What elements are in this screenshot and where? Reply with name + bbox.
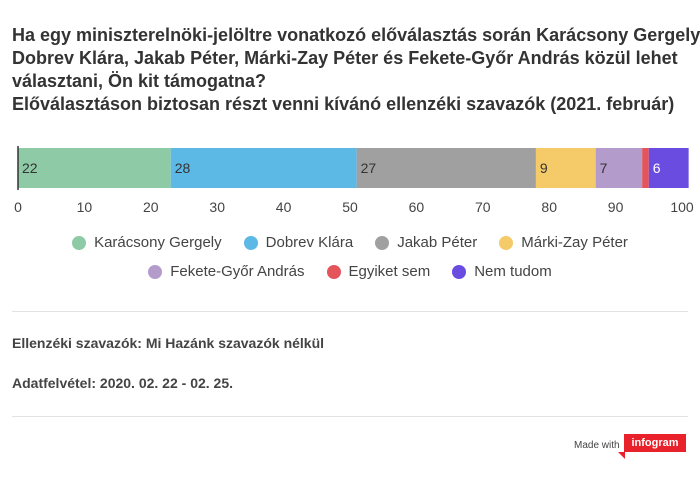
data-label: 22 [22, 160, 38, 176]
infogram-logo[interactable]: infogram [624, 434, 686, 452]
bar-segment [170, 148, 357, 188]
x-tick-label: 70 [475, 199, 491, 215]
footnote-voters: Ellenzéki szavazók: Mi Hazánk szavazók n… [12, 335, 325, 351]
x-tick-label: 30 [209, 199, 225, 215]
legend-label: Fekete-Győr András [170, 263, 305, 280]
bar-segment [595, 148, 643, 188]
title-line: Ha egy miniszterelnöki-jelöltre vonatkoz… [12, 25, 700, 45]
data-label: 28 [175, 160, 191, 176]
legend-marker [452, 264, 467, 279]
bar-segment [356, 148, 536, 188]
divider [12, 311, 688, 312]
brand-text: infogram [631, 437, 679, 449]
x-tick-label: 100 [670, 199, 694, 215]
legend-item-dobrev[interactable]: Dobrev Klára [243, 234, 354, 251]
stacked-bar-chart: 22 28 27 9 7 60 10 20 30 40 50 60 70 80 90 100 [14, 146, 694, 215]
legend-marker [499, 235, 514, 250]
x-tick-label: 10 [77, 199, 93, 215]
bar-segment [18, 148, 171, 188]
subtitle: Előválasztáson biztosan részt venni kívá… [12, 94, 675, 114]
brand-tail-shape [618, 452, 625, 459]
legend-item-marki-zay[interactable]: Márki-Zay Péter [499, 234, 628, 251]
bar-segment [535, 148, 596, 188]
x-tick-label: 20 [143, 199, 159, 215]
x-tick-label: 0 [14, 199, 22, 215]
divider [12, 416, 688, 417]
bar-segment [648, 148, 689, 188]
legend-item-nem-tudom[interactable]: Nem tudom [452, 263, 552, 280]
legend-label: Karácsony Gergely [94, 234, 222, 251]
legend-label: Márki-Zay Péter [521, 234, 628, 251]
data-label: 27 [361, 160, 377, 176]
legend-marker [148, 264, 163, 279]
legend-label: Dobrev Klára [265, 234, 354, 251]
legend: Karácsony Gergely Dobrev Klára Jakab Pét… [0, 234, 700, 292]
x-tick-label: 40 [276, 199, 292, 215]
x-tick-label: 80 [541, 199, 557, 215]
footnote-fieldwork: Adatfelvétel: 2020. 02. 22 - 02. 25. [12, 375, 234, 391]
data-label: 6 [653, 160, 661, 176]
legend-item-egyiket-sem[interactable]: Egyiket sem [326, 263, 431, 280]
chart-title: Ha egy miniszterelnöki-jelöltre vonatkoz… [12, 24, 700, 116]
legend-item-fekete-gyor[interactable]: Fekete-Győr András [148, 263, 305, 280]
data-label: 7 [600, 160, 608, 176]
title-line: Dobrev Klára, Jakab Péter, Márki-Zay Pét… [12, 48, 678, 68]
legend-row: Fekete-Győr András Egyiket sem Nem tudom [0, 263, 700, 280]
legend-item-karacsony[interactable]: Karácsony Gergely [72, 234, 222, 251]
bar-segment [642, 148, 649, 188]
title-line: választani, Ön kit támogatna? [12, 71, 267, 91]
x-tick-label: 50 [342, 199, 358, 215]
legend-label: Egyiket sem [348, 263, 431, 280]
x-tick-label: 90 [608, 199, 624, 215]
legend-row: Karácsony Gergely Dobrev Klára Jakab Pét… [0, 234, 700, 251]
legend-marker [326, 264, 341, 279]
legend-marker [72, 235, 87, 250]
legend-item-jakab[interactable]: Jakab Péter [375, 234, 477, 251]
data-label: 9 [540, 160, 548, 176]
legend-marker [243, 235, 258, 250]
legend-marker [375, 235, 390, 250]
legend-label: Jakab Péter [397, 234, 478, 251]
x-tick-label: 60 [409, 199, 425, 215]
made-with-label: Made with [574, 440, 620, 451]
legend-label: Nem tudom [474, 263, 552, 280]
